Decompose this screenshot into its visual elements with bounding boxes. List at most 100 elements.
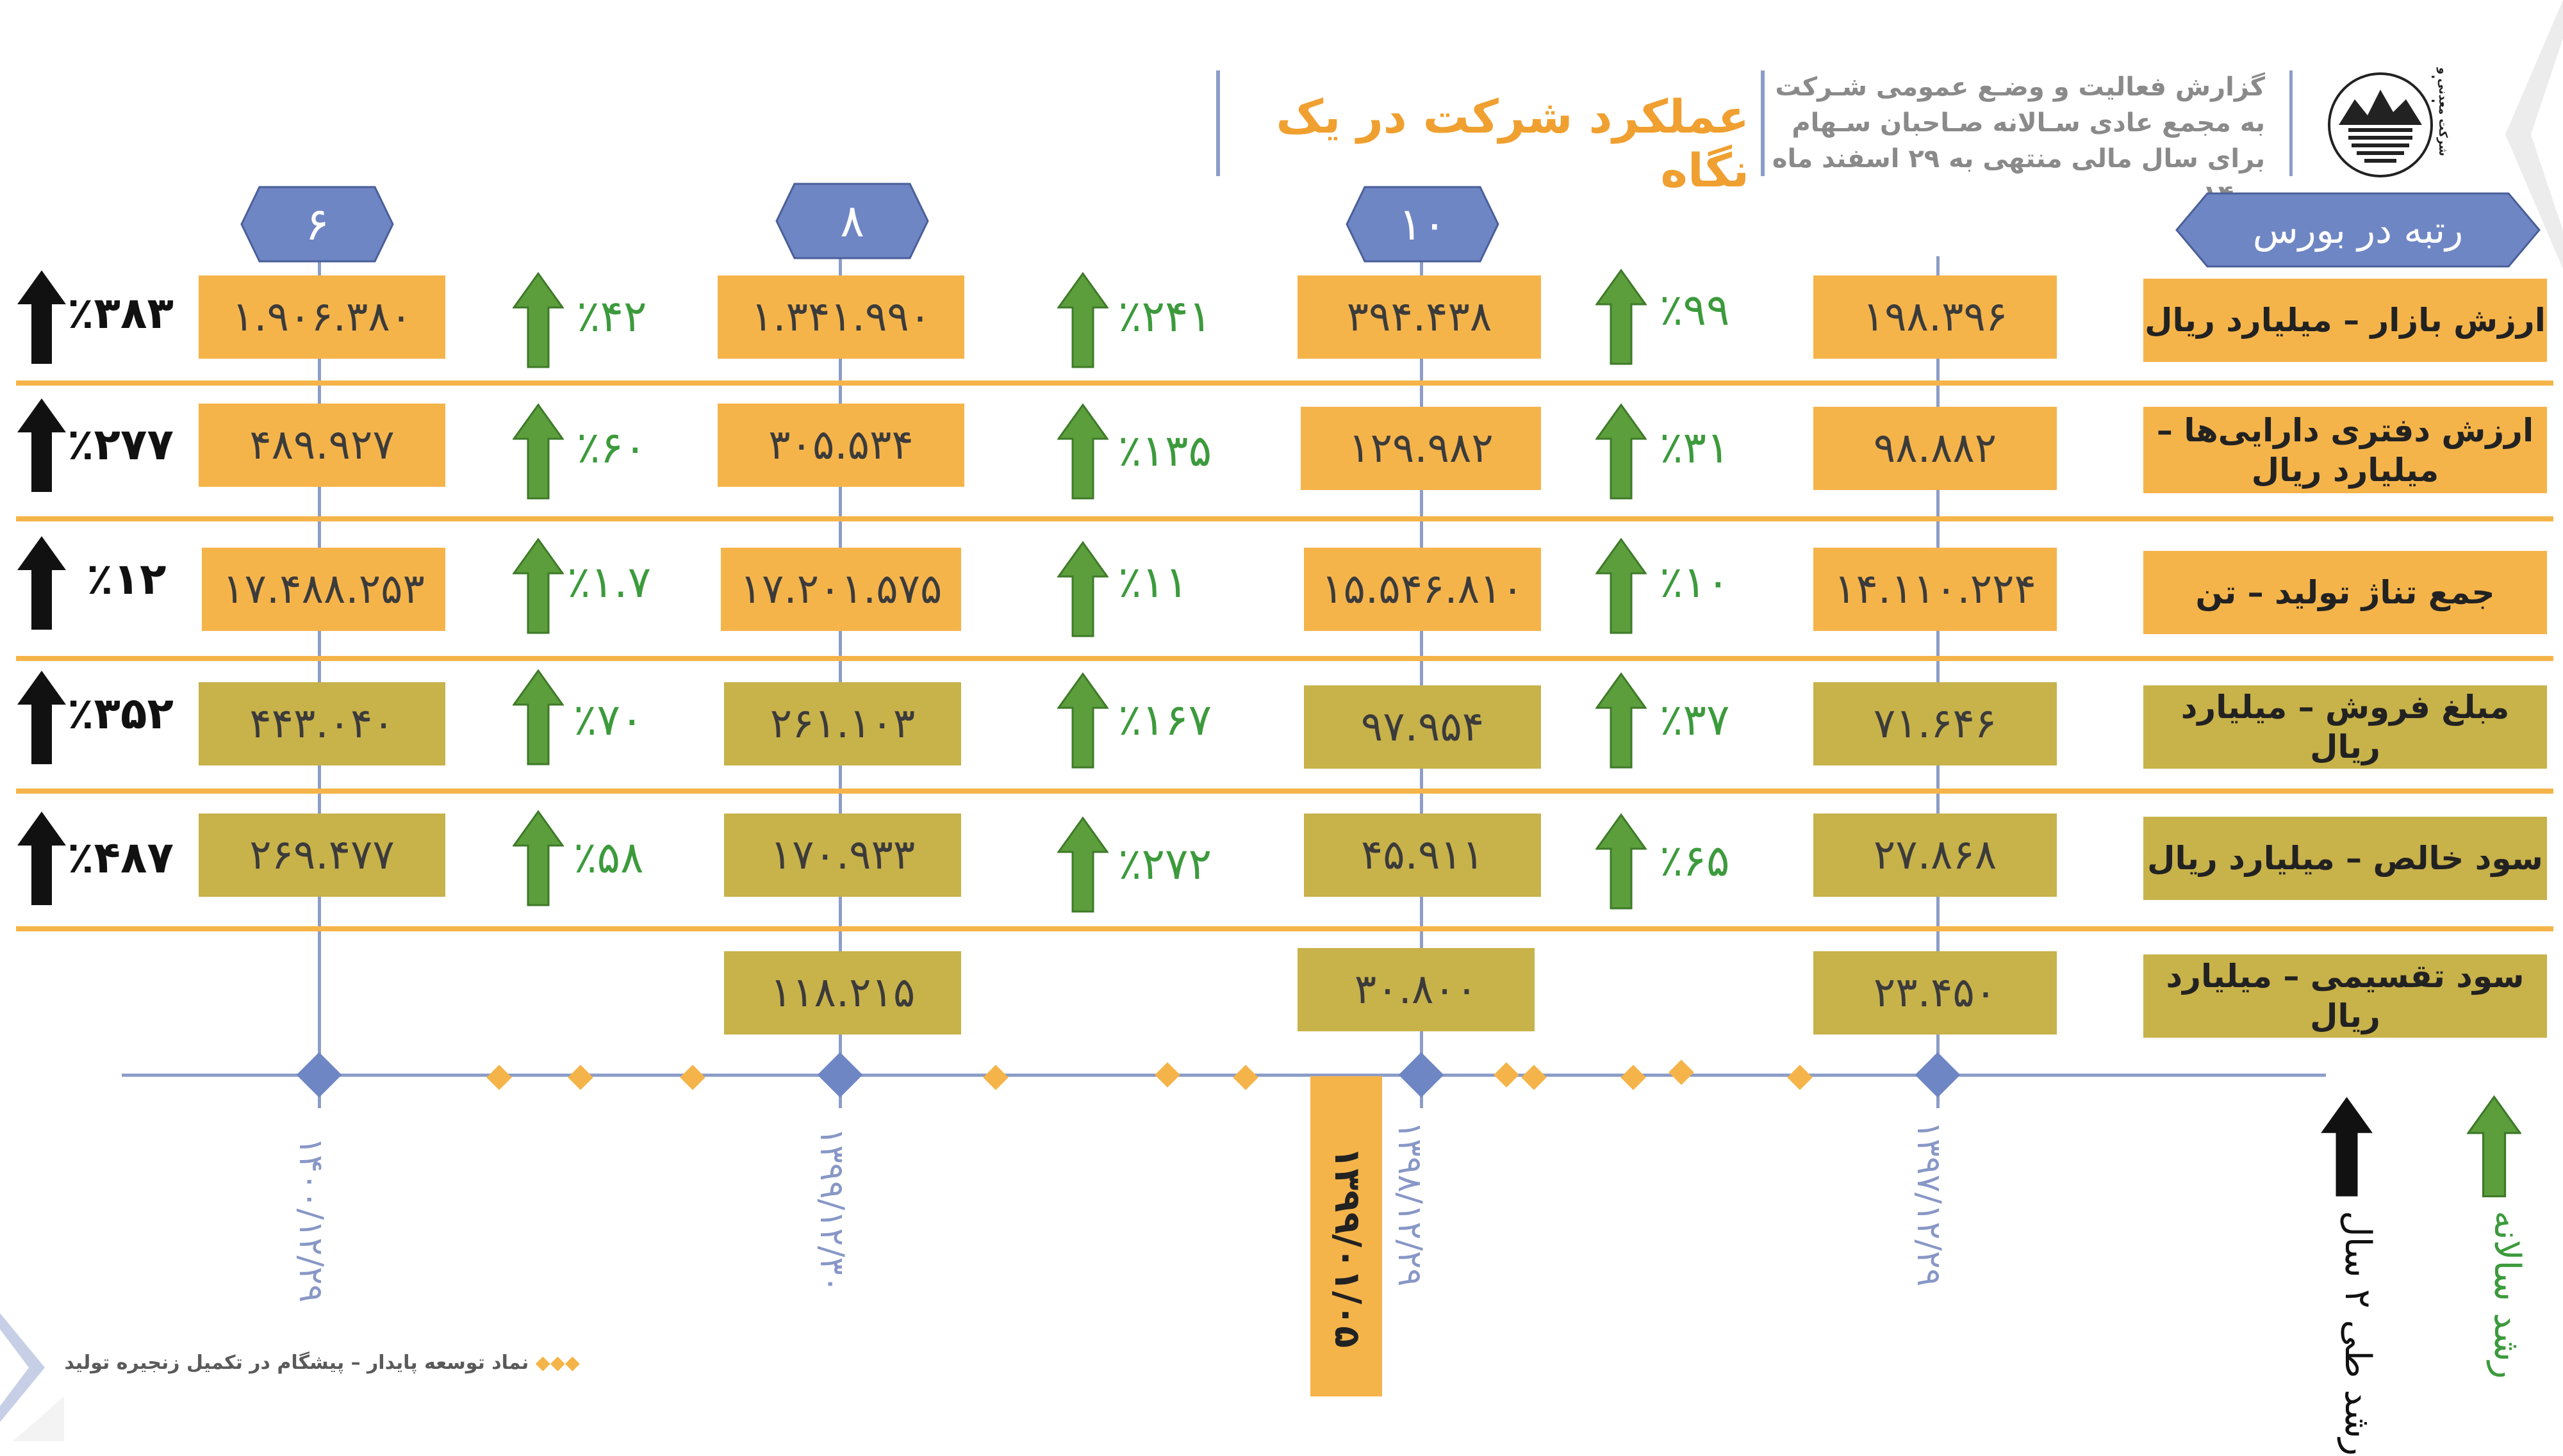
header-divider bbox=[1761, 70, 1765, 176]
value-cell: ۱۹۸.۳۹۶ bbox=[1813, 275, 2057, 359]
value-cell: ۹۸.۸۸۲ bbox=[1813, 407, 2057, 490]
row-separator-1 bbox=[16, 380, 2553, 386]
rank-value: ۶ bbox=[305, 198, 329, 250]
legend-annual-label: رشد سالانه bbox=[2486, 1211, 2528, 1379]
value-cell: ۱۲۹.۹۸۲ bbox=[1301, 407, 1541, 490]
green-up-arrow-icon bbox=[1595, 673, 1647, 769]
timeline-node bbox=[1915, 1052, 1961, 1098]
rank-label: رتبه در بورس bbox=[2252, 208, 2464, 252]
black-up-arrow-icon bbox=[17, 671, 66, 764]
timeline-axis bbox=[122, 1074, 2326, 1077]
report-line-2: به مجمع عادی سـالانه صـاحبان سـهام bbox=[1792, 108, 2265, 138]
value-cell: ۱.۳۴۱.۹۹۰ bbox=[718, 275, 964, 359]
value-cell: ۹۷.۹۵۴ bbox=[1304, 685, 1541, 769]
value-cell: ۴۵.۹۱۱ bbox=[1304, 814, 1541, 897]
timeline-dot bbox=[1620, 1065, 1646, 1090]
two-year-growth: ٪۴۸۷ bbox=[67, 833, 174, 883]
timeline-dot bbox=[1669, 1059, 1694, 1085]
rank-value: ۸ bbox=[840, 195, 864, 247]
row-separator-5 bbox=[16, 926, 2553, 931]
green-up-arrow-icon bbox=[513, 669, 564, 765]
timeline-dot bbox=[1494, 1062, 1519, 1088]
value-cell: ۲۶۱.۱۰۳ bbox=[724, 682, 961, 765]
annual-growth: ٪۱.۷ bbox=[567, 557, 652, 608]
timeline-dot bbox=[680, 1065, 705, 1090]
annual-growth: ٪۶۰ bbox=[577, 423, 647, 473]
footer-note-text: نماد توسعه پایدار – پیشگام در تکمیل زنجی… bbox=[64, 1352, 529, 1374]
value-cell: ۴۸۹.۹۲۷ bbox=[199, 404, 445, 487]
page-title: عملکرد شرکت در یک نگاه bbox=[1276, 90, 1750, 197]
value-cell: ۳۹۴.۴۳۸ bbox=[1298, 275, 1541, 359]
green-up-arrow-icon bbox=[1057, 541, 1108, 637]
annual-growth: ٪۱۳۵ bbox=[1118, 426, 1212, 477]
rank-hexagon-2: ۸ bbox=[775, 183, 929, 259]
black-up-arrow-icon bbox=[17, 398, 66, 492]
value-cell: ۳۰۵.۵۳۴ bbox=[718, 404, 964, 487]
value-cell: ۱۷.۲۰۱.۵۷۵ bbox=[721, 548, 961, 631]
row-separator-2 bbox=[16, 516, 2553, 521]
timeline-dot bbox=[486, 1065, 512, 1090]
black-up-arrow-icon bbox=[17, 536, 66, 630]
rank-label-box: رتبه در بورس bbox=[2175, 192, 2541, 268]
logo-text: شرکت معدنی و صنعتی چادرملو bbox=[2432, 67, 2450, 156]
timeline-dot bbox=[1787, 1065, 1813, 1090]
legend-green-arrow-icon bbox=[2467, 1095, 2521, 1198]
value-cell: ۱۴.۱۱۰.۲۲۴ bbox=[1813, 548, 2057, 631]
rank-hexagon-3: ۱۰ bbox=[1346, 186, 1499, 263]
green-up-arrow-icon bbox=[1595, 404, 1647, 500]
annual-growth: ٪۶۵ bbox=[1660, 836, 1730, 887]
title-divider bbox=[1216, 70, 1220, 176]
two-year-growth: ٪۱۲ bbox=[87, 554, 167, 605]
value-cell: ۲۷.۸۶۸ bbox=[1813, 814, 2057, 897]
footer-note: ◆◆◆ نماد توسعه پایدار – پیشگام در تکمیل … bbox=[64, 1352, 580, 1374]
row-label-production: جمع تناژ تولید – تن bbox=[2143, 551, 2547, 634]
value-cell: ۲۶۹.۴۷۷ bbox=[199, 814, 445, 897]
header-divider-right bbox=[2289, 70, 2293, 176]
event-date: ۱۳۹۹/۰۱/۰۵ bbox=[1326, 1147, 1368, 1348]
value-cell: ۱۷.۴۸۸.۲۵۳ bbox=[202, 548, 445, 631]
green-up-arrow-icon bbox=[513, 272, 564, 368]
legend-black-arrow-icon bbox=[2321, 1097, 2373, 1197]
value-cell: ۴۴۳.۰۴۰ bbox=[199, 682, 445, 765]
timeline-dot bbox=[1521, 1065, 1547, 1090]
date-label: ۱۳۹۸/۱۲/۲۹ bbox=[1390, 1121, 1429, 1287]
value-cell: ۱.۹۰۶.۳۸۰ bbox=[199, 275, 445, 359]
row-label-sales: مبلغ فروش – میلیارد ریال bbox=[2143, 685, 2547, 769]
green-up-arrow-icon bbox=[513, 404, 564, 500]
row-separator-3 bbox=[16, 656, 2553, 661]
annual-growth: ٪۳۱ bbox=[1660, 423, 1730, 473]
annual-growth: ٪۳۷ bbox=[1660, 695, 1730, 746]
green-up-arrow-icon bbox=[1595, 814, 1647, 910]
rank-value: ۱۰ bbox=[1398, 198, 1447, 250]
report-info: گزارش فعالیت و وضـع عمومی شـرکت به مجمع … bbox=[1772, 69, 2265, 213]
annual-growth: ٪۱۰ bbox=[1660, 557, 1730, 608]
annual-growth: ٪۹۹ bbox=[1660, 285, 1730, 336]
company-logo bbox=[2320, 64, 2441, 186]
corner-decoration bbox=[2505, 0, 2563, 269]
timeline-node bbox=[1398, 1052, 1444, 1098]
timeline-node bbox=[296, 1052, 342, 1098]
report-line-1: گزارش فعالیت و وضـع عمومی شـرکت bbox=[1775, 72, 2265, 102]
date-label: ۱۳۹۷/۱۲/۲۹ bbox=[1909, 1121, 1948, 1287]
black-up-arrow-icon bbox=[17, 270, 66, 364]
annual-growth: ٪۴۲ bbox=[577, 291, 647, 342]
timeline-dot bbox=[983, 1065, 1009, 1090]
two-year-growth: ٪۳۸۳ bbox=[67, 288, 174, 339]
row-label-market-value: ارزش بازار – میلیارد ریال bbox=[2143, 279, 2547, 362]
date-label: ۱۴۰۰/۱۲/۲۹ bbox=[292, 1137, 330, 1303]
event-date-bar bbox=[1310, 1076, 1382, 1396]
green-up-arrow-icon bbox=[513, 810, 564, 906]
row-label-net-profit: سود خالص – میلیارد ریال bbox=[2143, 817, 2547, 900]
row-label-dividends: سود تقسیمی – میلیارد ریال bbox=[2143, 954, 2547, 1038]
timeline-node bbox=[817, 1052, 863, 1098]
value-cell: ۱۷۰.۹۳۳ bbox=[724, 814, 961, 897]
footer-dots-icon: ◆◆◆ bbox=[535, 1352, 580, 1374]
green-up-arrow-icon bbox=[1057, 817, 1108, 913]
left-chevron-icon bbox=[0, 1313, 64, 1441]
value-cell: ۱۱۸.۲۱۵ bbox=[724, 951, 961, 1035]
column-line-3 bbox=[1420, 256, 1423, 1108]
annual-growth: ٪۷۰ bbox=[573, 695, 644, 746]
annual-growth: ٪۱۶۷ bbox=[1118, 695, 1212, 746]
annual-growth: ٪۲۴۱ bbox=[1118, 291, 1212, 342]
row-separator-4 bbox=[16, 789, 2553, 794]
